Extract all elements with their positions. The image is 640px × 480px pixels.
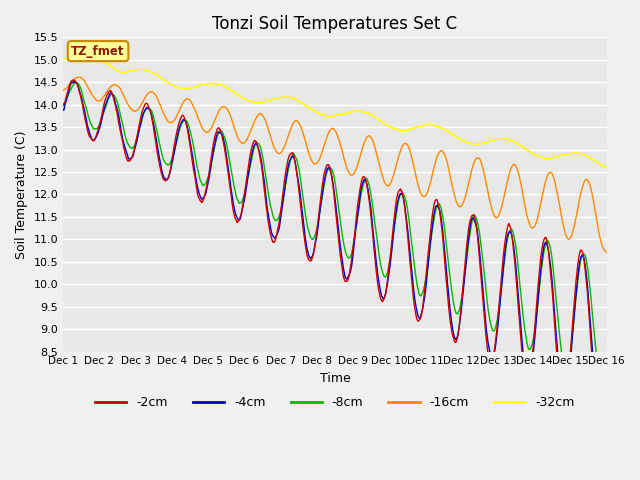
X-axis label: Time: Time: [319, 372, 350, 385]
Y-axis label: Soil Temperature (C): Soil Temperature (C): [15, 130, 28, 259]
Legend: -2cm, -4cm, -8cm, -16cm, -32cm: -2cm, -4cm, -8cm, -16cm, -32cm: [90, 391, 580, 414]
Title: Tonzi Soil Temperatures Set C: Tonzi Soil Temperatures Set C: [212, 15, 458, 33]
Text: TZ_fmet: TZ_fmet: [71, 45, 125, 58]
